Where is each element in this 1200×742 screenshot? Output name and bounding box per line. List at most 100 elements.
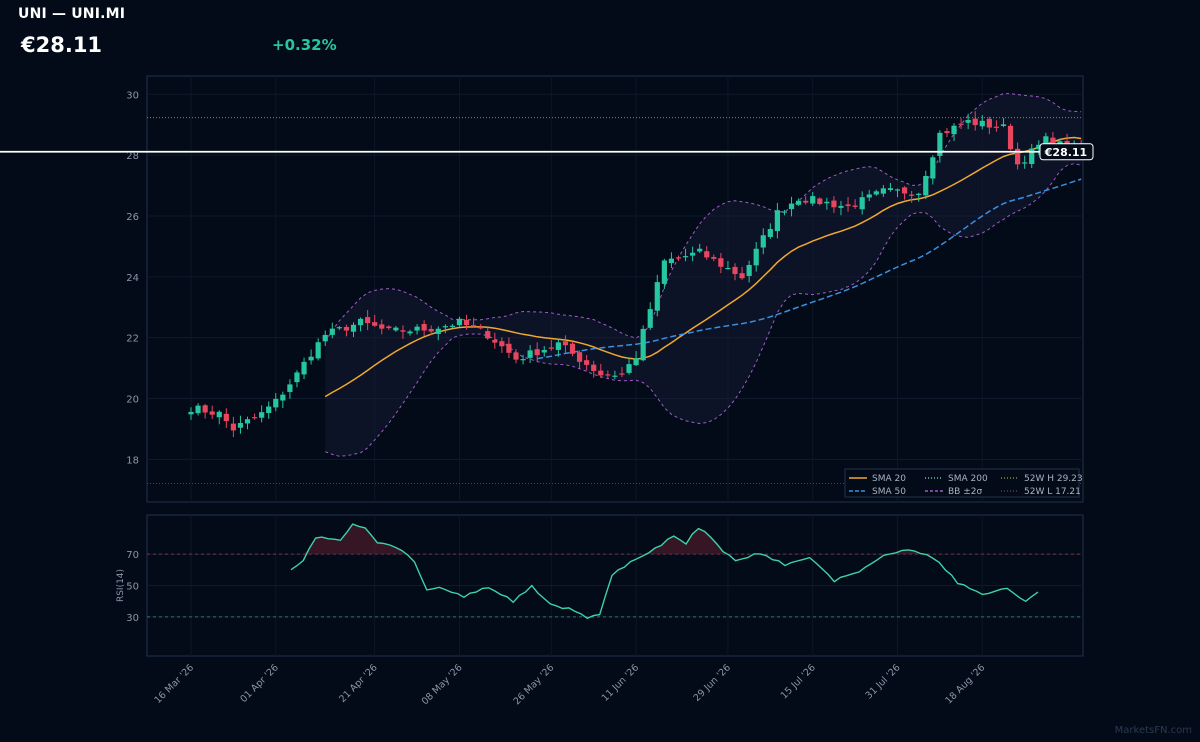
candle-body <box>810 196 816 204</box>
candle <box>209 405 215 419</box>
candle-body <box>421 323 427 331</box>
candle <box>746 260 752 283</box>
candle-body <box>711 256 717 259</box>
candle-body <box>619 373 625 375</box>
candle <box>244 416 251 430</box>
candle <box>760 228 766 255</box>
price-tick-label: 28 <box>126 151 139 162</box>
candle-body <box>244 419 251 424</box>
candle-body <box>308 356 314 361</box>
candle <box>1022 155 1028 169</box>
rsi-overbought-fill <box>291 524 1038 555</box>
legend-label-sma50: SMA 50 <box>872 487 906 497</box>
candle <box>591 360 597 378</box>
candle <box>753 242 759 272</box>
candle-body <box>725 267 731 270</box>
candle-body <box>923 175 929 196</box>
date-tick-label: 01 Apr '26 <box>238 662 281 705</box>
candle-body <box>817 198 823 205</box>
candle-body <box>697 248 703 252</box>
candle <box>795 198 802 206</box>
candle-body <box>1015 148 1021 165</box>
candle <box>315 338 321 361</box>
candle-body <box>357 318 364 326</box>
candle <box>887 182 894 192</box>
candle-body <box>838 205 844 208</box>
candle <box>951 123 957 141</box>
candle-body <box>979 120 985 127</box>
price-tick-label: 30 <box>126 90 139 101</box>
candle-body <box>343 326 350 331</box>
candle <box>965 113 971 130</box>
legend-label-wh: 52W H 29.23 <box>1024 474 1083 484</box>
candle-body <box>958 123 964 125</box>
candle <box>237 415 244 434</box>
candle-body <box>223 413 229 422</box>
candle-body <box>746 264 752 276</box>
candle-body <box>555 342 561 350</box>
candle <box>923 170 929 200</box>
candle-body <box>633 358 639 366</box>
candle <box>421 320 427 336</box>
candle-body <box>718 258 724 267</box>
candle-body <box>216 411 222 418</box>
rsi-tick-label: 50 <box>126 582 139 593</box>
candle-body <box>788 203 795 210</box>
candle-body <box>760 235 766 248</box>
candle <box>605 370 611 379</box>
legend-label-bb: BB ±2σ <box>948 487 982 497</box>
candle-body <box>668 258 675 264</box>
candle <box>527 345 533 364</box>
rsi-tick-label: 70 <box>126 550 139 561</box>
price-panel-frame <box>146 75 1084 503</box>
candle <box>428 325 434 336</box>
candle-body <box>1000 124 1007 126</box>
candle-body <box>972 118 978 126</box>
candle-body <box>732 266 738 275</box>
candle <box>640 325 646 362</box>
candle <box>492 332 498 349</box>
candle <box>350 322 357 338</box>
candle <box>972 111 978 131</box>
candle-body <box>1029 148 1035 164</box>
price-tick-label: 24 <box>126 273 139 284</box>
candle <box>986 116 992 135</box>
candle <box>682 248 689 262</box>
candle-body <box>259 412 265 418</box>
candle-body <box>209 411 215 415</box>
candle <box>810 191 816 207</box>
candle-body <box>294 372 300 383</box>
candle-body <box>795 200 802 205</box>
candle-body <box>428 328 434 332</box>
candle <box>520 354 526 365</box>
rsi-tick-label: 30 <box>126 613 139 624</box>
rsi-line <box>290 523 1039 620</box>
candle <box>393 325 399 332</box>
candle <box>273 393 279 412</box>
candle <box>803 196 809 205</box>
candle-body <box>188 411 194 415</box>
candle <box>859 191 865 215</box>
candle-body <box>605 374 611 376</box>
candle <box>485 327 491 340</box>
price-tick-label: 26 <box>126 212 139 223</box>
candle-body <box>661 260 667 284</box>
candle <box>379 319 385 335</box>
candle-body <box>273 398 279 408</box>
candle <box>372 314 378 327</box>
candle-body <box>640 328 646 361</box>
candle-body <box>315 342 321 359</box>
date-tick-label: 29 Jun '26 <box>692 662 733 703</box>
candle <box>365 310 371 331</box>
date-tick-label: 26 May '26 <box>512 662 557 707</box>
candle <box>541 346 547 357</box>
candle <box>866 189 872 202</box>
candle <box>407 329 413 336</box>
legend-label-sma200: SMA 200 <box>948 474 988 484</box>
candle <box>548 340 554 351</box>
candle-body <box>287 384 293 392</box>
candle-body <box>675 257 682 259</box>
candle <box>598 363 604 379</box>
candle-body <box>541 349 547 353</box>
candle <box>1015 142 1021 170</box>
